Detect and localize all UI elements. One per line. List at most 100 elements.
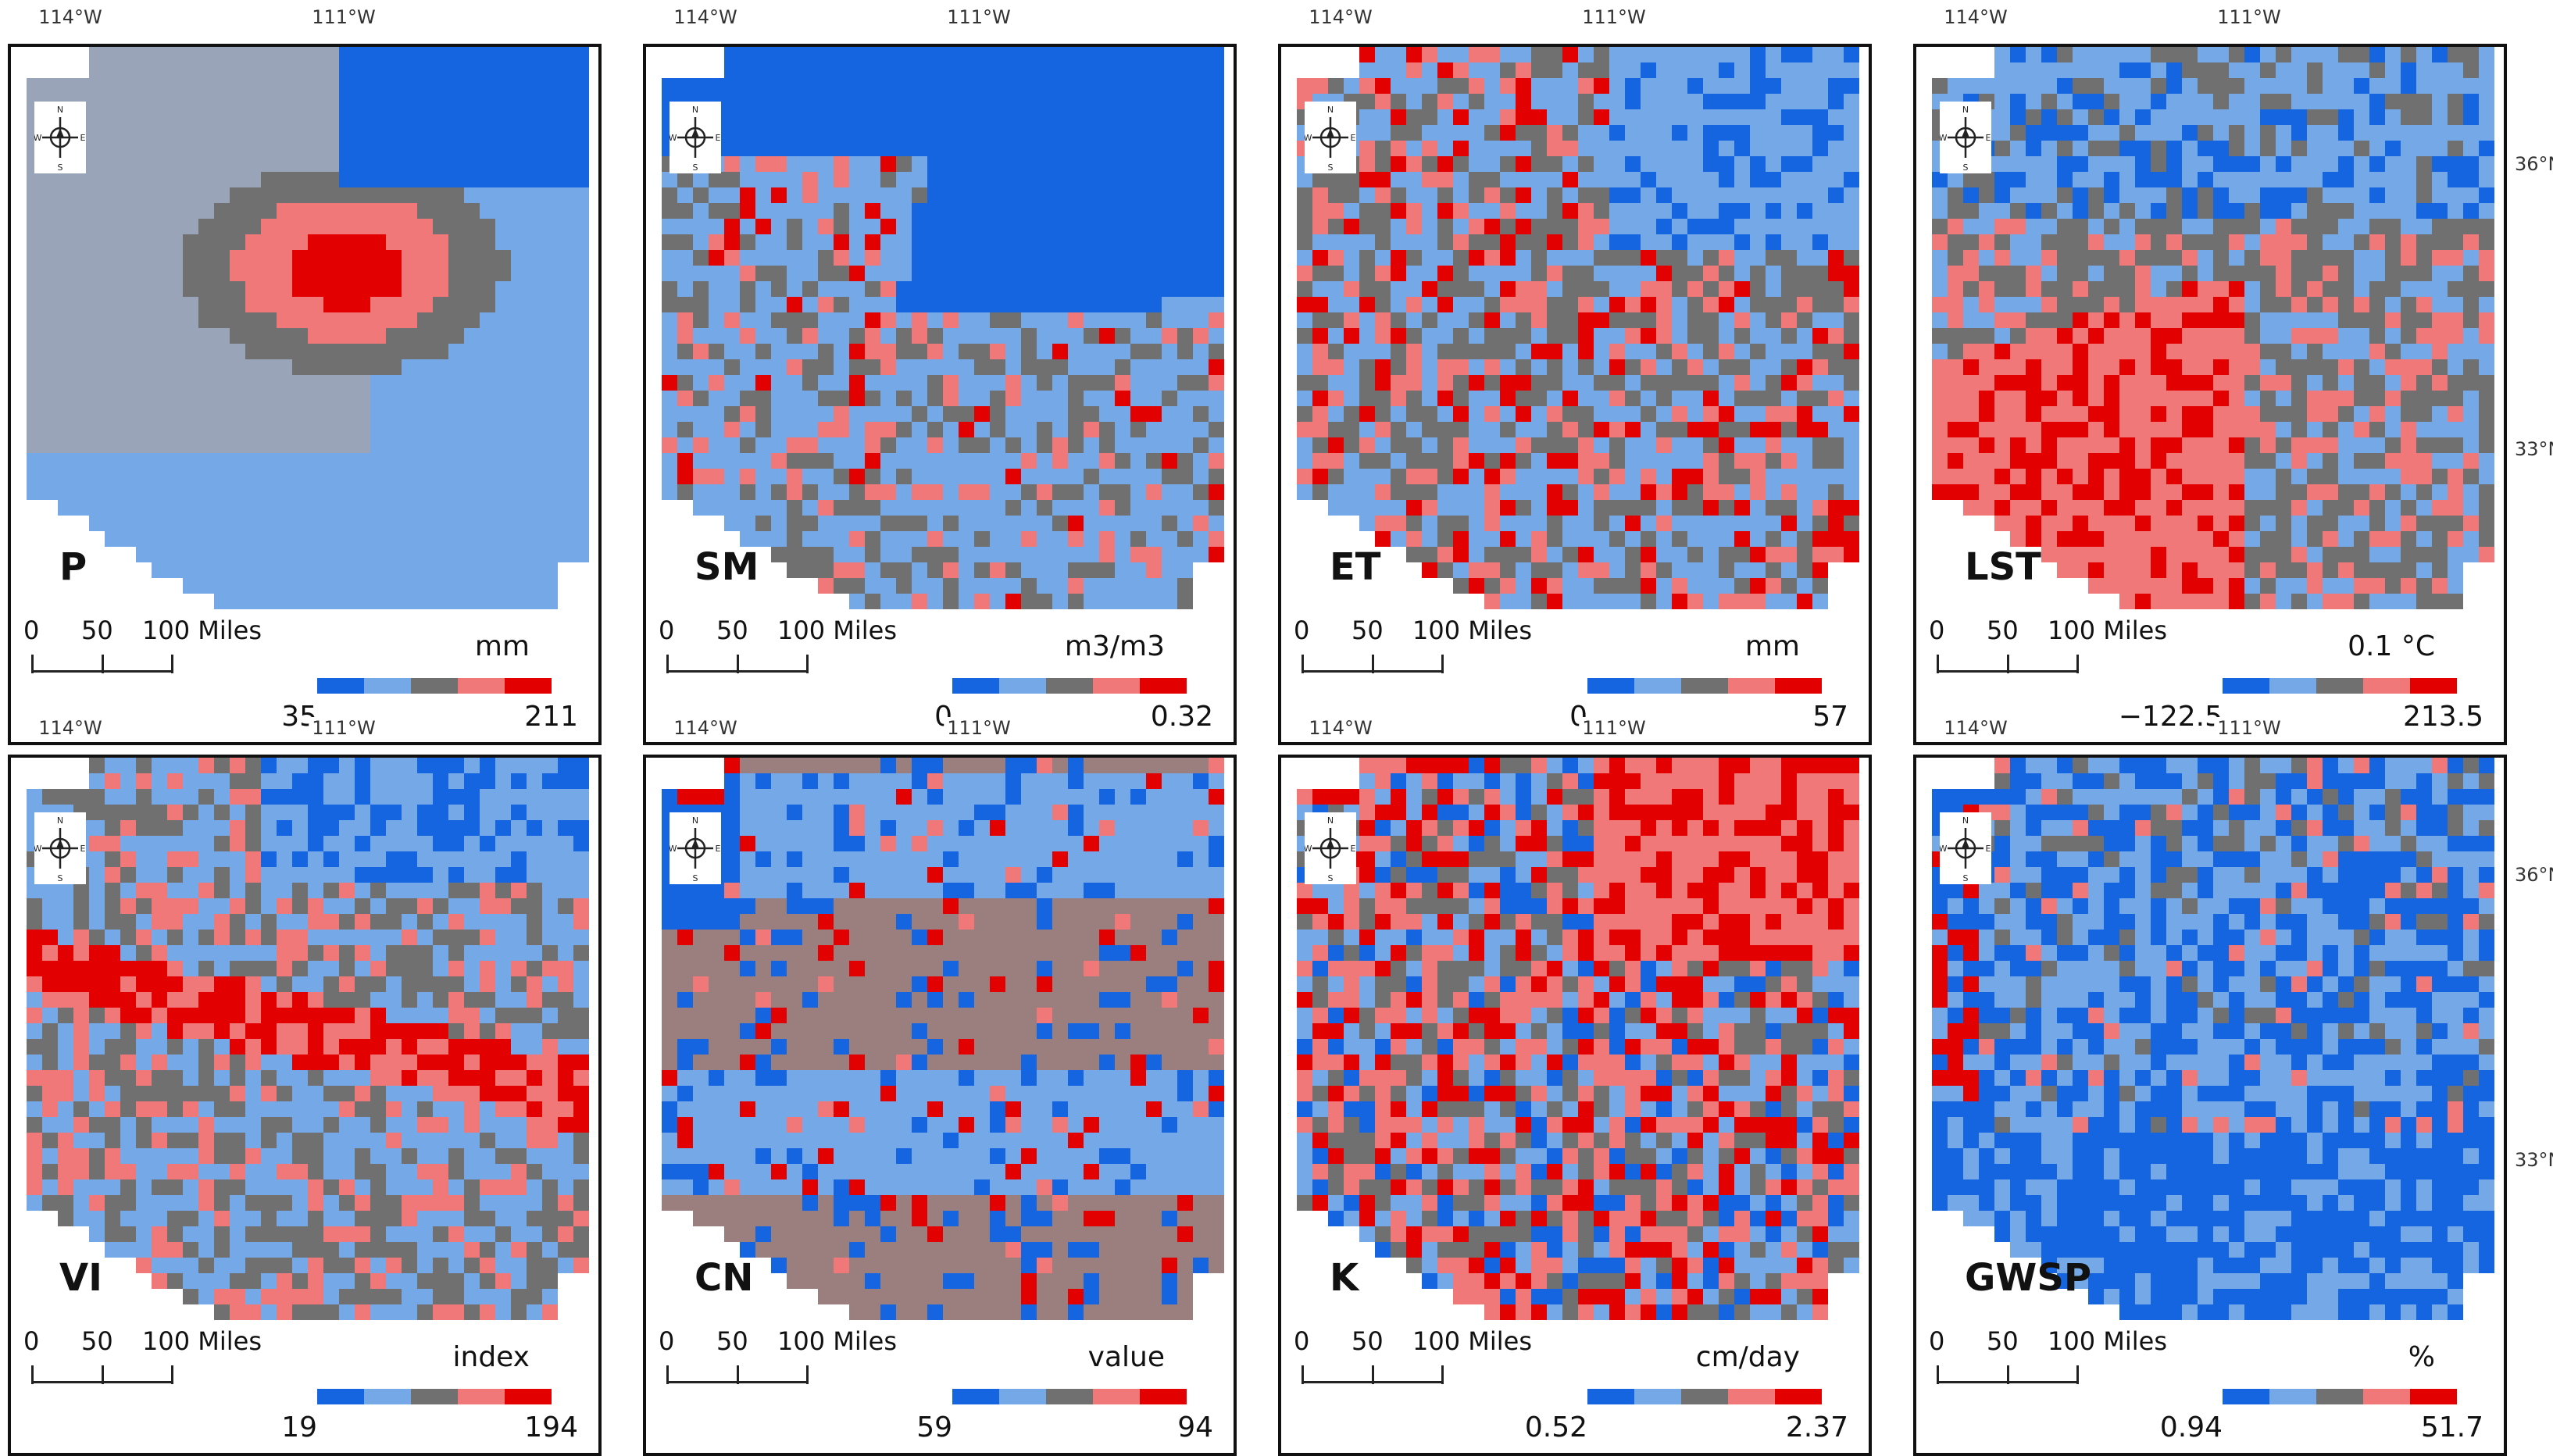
color-ramp-legend: [2223, 1389, 2457, 1404]
scale-fifty: 50: [716, 616, 748, 645]
legend-units: index: [453, 1341, 530, 1373]
map-panel-vi: N S W E VI 0 50 100 Miles index 19 194: [8, 755, 602, 1456]
map-panel-cn: N S W E CN 0 50 100 Miles value 59 94: [643, 755, 1237, 1456]
legend-max: 0.32: [1151, 701, 1213, 733]
svg-text:E: E: [1351, 133, 1356, 143]
scale-bar: 0 50 100 Miles: [1289, 1326, 1445, 1420]
variable-label: ET: [1330, 545, 1381, 589]
scale-hundred: 100 Miles: [1412, 616, 1532, 645]
north-arrow-icon: N S W E: [1305, 812, 1356, 884]
latitude-label: 36°N: [2512, 153, 2553, 175]
longitude-label: 114°W: [35, 717, 105, 739]
latitude-label: 36°N: [2512, 864, 2553, 886]
scale-fifty: 50: [1351, 1326, 1384, 1356]
scale-fifty: 50: [81, 1326, 113, 1356]
north-arrow-icon: N S W E: [34, 102, 86, 173]
variable-label: SM: [694, 545, 759, 589]
longitude-label: 111°W: [944, 6, 1014, 28]
scale-hundred: 100 Miles: [142, 616, 262, 645]
map-panel-k: N S W E K 0 50 100 Miles cm/day 0.52 2.3…: [1278, 755, 1872, 1456]
legend-min: 59: [916, 1411, 952, 1444]
scale-zero: 0: [1294, 1326, 1309, 1356]
scale-bar: 0 50 100 Miles: [1924, 616, 2080, 709]
scale-zero: 0: [1929, 616, 1944, 645]
legend-max: 213.5: [2403, 701, 2483, 733]
legend-units: 0.1 °C: [2348, 630, 2435, 662]
longitude-label: 111°W: [309, 717, 379, 739]
scale-hundred: 100 Miles: [1412, 1326, 1532, 1356]
scale-hundred: 100 Miles: [142, 1326, 262, 1356]
svg-text:W: W: [34, 133, 42, 143]
svg-text:E: E: [80, 133, 86, 143]
scale-zero: 0: [659, 1326, 674, 1356]
svg-text:S: S: [58, 162, 63, 173]
legend-min: 0.52: [1525, 1411, 1587, 1444]
legend-units: mm: [1745, 630, 1800, 662]
legend-units: m3/m3: [1065, 630, 1165, 662]
svg-text:W: W: [669, 133, 677, 143]
svg-text:N: N: [57, 105, 63, 115]
north-arrow-icon: N S W E: [669, 812, 721, 884]
map-panel-p: N S W E P 0 50 100 Miles mm 35 211: [8, 44, 602, 745]
legend-max: 57: [1812, 701, 1848, 733]
longitude-label: 114°W: [1305, 6, 1376, 28]
scale-hundred: 100 Miles: [777, 616, 897, 645]
north-arrow-icon: N S W E: [34, 812, 86, 884]
variable-label: GWSP: [1965, 1256, 2091, 1300]
legend-units: %: [2408, 1341, 2435, 1373]
scale-fifty: 50: [1351, 616, 1384, 645]
legend-units: cm/day: [1696, 1341, 1800, 1373]
scale-fifty: 50: [716, 1326, 748, 1356]
scale-bar: 0 50 100 Miles: [19, 1326, 175, 1420]
map-panel-gwsp: N S W E GWSP 0 50 100 Miles % 0.94 51.7: [1913, 755, 2507, 1456]
scale-fifty: 50: [1987, 616, 2019, 645]
scale-zero: 0: [659, 616, 674, 645]
legend-min: −122.5: [2119, 701, 2223, 733]
scale-bar: 0 50 100 Miles: [654, 616, 810, 709]
map-panel-lst: N S W E LST 0 50 100 Miles 0.1 °C −122.5…: [1913, 44, 2507, 745]
scale-zero: 0: [23, 616, 39, 645]
longitude-label: 111°W: [1579, 6, 1649, 28]
color-ramp-legend: [952, 678, 1187, 694]
svg-text:N: N: [692, 105, 698, 115]
legend-max: 194: [524, 1411, 578, 1444]
color-ramp-legend: [317, 678, 552, 694]
north-arrow-icon: N S W E: [1940, 812, 1991, 884]
latitude-label: 33°N: [2512, 438, 2553, 460]
scale-zero: 0: [1929, 1326, 1944, 1356]
variable-label: VI: [59, 1256, 102, 1300]
north-arrow-icon: N S W E: [1305, 102, 1356, 173]
legend-min: 0.94: [2160, 1411, 2223, 1444]
longitude-label: 114°W: [1941, 717, 2011, 739]
longitude-label: 114°W: [1941, 6, 2011, 28]
longitude-label: 114°W: [670, 6, 741, 28]
svg-text:S: S: [693, 162, 698, 173]
variable-label: P: [59, 545, 87, 589]
north-arrow-icon: N S W E: [669, 102, 721, 173]
longitude-label: 114°W: [35, 6, 105, 28]
longitude-label: 114°W: [1305, 717, 1376, 739]
variable-label: LST: [1965, 545, 2041, 589]
scale-hundred: 100 Miles: [777, 1326, 897, 1356]
legend-max: 51.7: [2421, 1411, 2483, 1444]
color-ramp-legend: [317, 1389, 552, 1404]
legend-units: mm: [475, 630, 530, 662]
svg-text:E: E: [716, 133, 721, 143]
scale-bar: 0 50 100 Miles: [1289, 616, 1445, 709]
scale-bar: 0 50 100 Miles: [1924, 1326, 2080, 1420]
scale-zero: 0: [1294, 616, 1309, 645]
scale-fifty: 50: [1987, 1326, 2019, 1356]
legend-max: 2.37: [1786, 1411, 1848, 1444]
longitude-label: 111°W: [944, 717, 1014, 739]
longitude-label: 114°W: [670, 717, 741, 739]
legend-min: 19: [281, 1411, 317, 1444]
scale-bar: 0 50 100 Miles: [19, 616, 175, 709]
color-ramp-legend: [1587, 678, 1822, 694]
scale-fifty: 50: [81, 616, 113, 645]
map-panel-sm: N S W E SM 0 50 100 Miles m3/m3 0 0.32: [643, 44, 1237, 745]
color-ramp-legend: [1587, 1389, 1822, 1404]
scale-hundred: 100 Miles: [2048, 616, 2167, 645]
longitude-label: 111°W: [2214, 6, 2284, 28]
legend-max: 94: [1177, 1411, 1213, 1444]
legend-max: 211: [524, 701, 578, 733]
